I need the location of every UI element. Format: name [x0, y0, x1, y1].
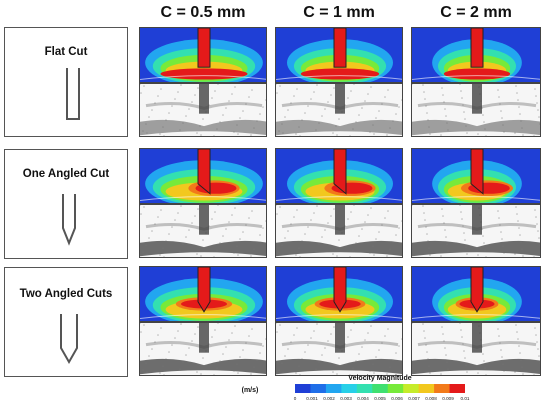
legend-swatch-0	[295, 384, 311, 393]
legend-tick-label: 0.007	[408, 396, 420, 401]
legend-tick-label: 0.005	[374, 396, 386, 401]
two-angled-cut-needle-diagram	[60, 314, 78, 365]
photo-flat-c0-5	[139, 83, 267, 137]
velocity-color-legend	[295, 384, 465, 393]
simulation-flat-c2	[411, 27, 541, 83]
legend-unit-label: (m/s)	[241, 387, 259, 394]
legend-swatch-3	[341, 384, 358, 393]
legend-tick-label: 0.01	[460, 396, 470, 401]
legend-swatch-10	[449, 384, 465, 393]
simulation-flat-c1	[275, 27, 403, 83]
legend-unit: (m/s)	[190, 387, 310, 394]
legend-tick-label: 0	[293, 396, 297, 401]
legend-tick-label: 0.003	[340, 396, 352, 401]
photo-two-angled-c1	[275, 322, 403, 376]
legend-tick-label: 0.006	[391, 396, 403, 401]
column-header-2mm: C = 2 mm	[440, 4, 512, 21]
legend-tick-label: 0.001	[306, 396, 318, 401]
simulation-one-angled-c0-5	[139, 148, 267, 204]
simulation-one-angled-c2	[411, 148, 541, 204]
legend-swatch-6	[387, 384, 404, 393]
legend-swatch-9	[434, 384, 451, 393]
simulation-flat-c0-5	[139, 27, 267, 83]
legend-swatch-8	[418, 384, 435, 393]
cut-label-one-angled: One Angled Cut	[22, 168, 110, 180]
legend-swatch-1	[310, 384, 327, 393]
photo-two-angled-c2	[411, 322, 541, 376]
legend-swatch-7	[403, 384, 420, 393]
legend-tick-label: 0.002	[323, 396, 335, 401]
legend-swatch-2	[325, 384, 342, 393]
legend-swatch-5	[372, 384, 389, 393]
legend-tick-label: 0.004	[357, 396, 369, 401]
cut-label-flat: Flat Cut	[44, 46, 88, 58]
photo-one-angled-c2	[411, 204, 541, 258]
legend-swatch-4	[356, 384, 373, 393]
flat-cut-needle-diagram	[66, 68, 80, 120]
cut-box-two-angled: Two Angled Cuts	[4, 267, 128, 377]
photo-flat-c1	[275, 83, 403, 137]
one-angled-cut-needle-diagram	[62, 194, 76, 246]
legend-tick-label: 0.008	[425, 396, 437, 401]
simulation-one-angled-c1	[275, 148, 403, 204]
column-header-1mm: C = 1 mm	[303, 4, 375, 21]
photo-one-angled-c1	[275, 204, 403, 258]
photo-one-angled-c0-5	[139, 204, 267, 258]
column-header-0-5mm: C = 0.5 mm	[160, 4, 246, 21]
legend-tick-label: 0.009	[442, 396, 454, 401]
legend-title-line1: Velocity Magnitude	[348, 375, 412, 382]
photo-flat-c2	[411, 83, 541, 137]
photo-two-angled-c0-5	[139, 322, 267, 376]
legend-title: Velocity Magnitude	[280, 375, 480, 382]
simulation-two-angled-c0-5	[139, 266, 267, 322]
simulation-two-angled-c2	[411, 266, 541, 322]
cut-box-flat: Flat Cut	[4, 27, 128, 137]
simulation-two-angled-c1	[275, 266, 403, 322]
cut-label-two-angled: Two Angled Cuts	[19, 288, 113, 300]
cut-box-one-angled: One Angled Cut	[4, 149, 128, 259]
